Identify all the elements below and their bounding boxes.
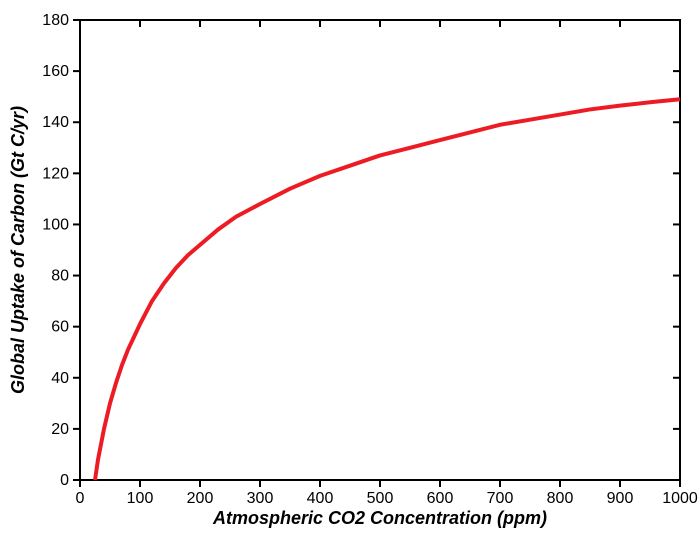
y-tick-label: 20 [51,421,69,438]
x-axis-title: Atmospheric CO2 Concentration (ppm) [212,508,547,528]
plot-box [80,20,680,480]
y-tick-label: 0 [60,472,69,489]
y-tick-label: 180 [42,12,69,29]
line-chart: 0 100 200 300 400 500 600 700 800 900 1000 0 20 40 60 8… [0,0,700,541]
x-tick-label: 400 [307,490,334,507]
x-tick-label: 100 [127,490,154,507]
x-tick-label: 500 [367,490,394,507]
x-tick-label: 800 [547,490,574,507]
y-tick-label: 140 [42,114,69,131]
chart-container: 0 100 200 300 400 500 600 700 800 900 1000 0 20 40 60 8… [0,0,700,541]
x-tick-label: 200 [187,490,214,507]
x-tick-label: 300 [247,490,274,507]
y-axis-title: Global Uptake of Carbon (Gt C/yr) [8,106,28,394]
y-tick-label: 160 [42,63,69,80]
x-tick-label: 0 [76,490,85,507]
x-tick-label: 1000 [662,490,698,507]
x-tick-label: 700 [487,490,514,507]
y-tick-label: 60 [51,319,69,336]
y-tick-label: 100 [42,216,69,233]
y-tick-label: 80 [51,268,69,285]
x-tick-label: 900 [607,490,634,507]
carbon-uptake-curve [95,99,680,480]
y-tick-label: 40 [51,370,69,387]
x-tick-label: 600 [427,490,454,507]
y-tick-label: 120 [42,165,69,182]
